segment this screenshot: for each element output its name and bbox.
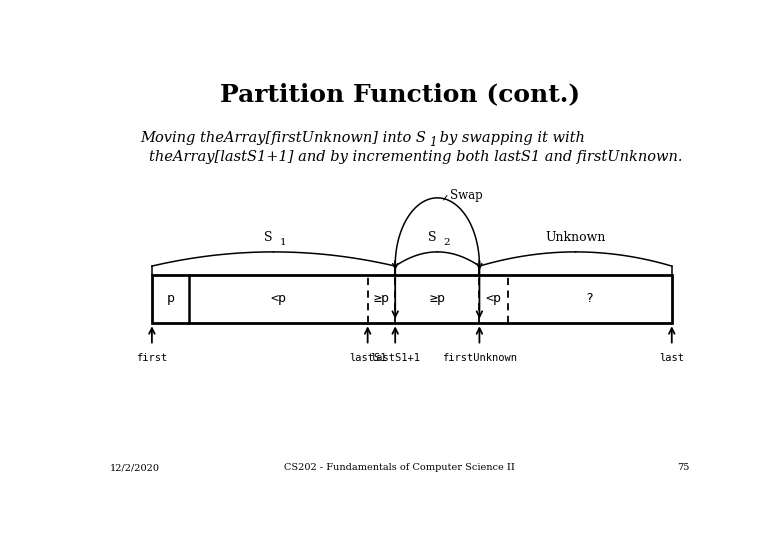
Text: first: first bbox=[136, 353, 168, 363]
Text: ?: ? bbox=[586, 292, 594, 305]
Text: lastS1: lastS1 bbox=[349, 353, 386, 363]
Text: Partition Function (cont.): Partition Function (cont.) bbox=[220, 82, 580, 106]
Text: Swap: Swap bbox=[450, 190, 483, 202]
Text: 12/2/2020: 12/2/2020 bbox=[109, 463, 160, 472]
Text: last: last bbox=[659, 353, 684, 363]
Text: ≥p: ≥p bbox=[429, 292, 445, 305]
Text: S: S bbox=[428, 232, 437, 245]
Text: firstUnknown: firstUnknown bbox=[442, 353, 517, 363]
Text: CS202 - Fundamentals of Computer Science II: CS202 - Fundamentals of Computer Science… bbox=[285, 463, 515, 472]
Text: <p: <p bbox=[271, 292, 286, 305]
Text: 1: 1 bbox=[429, 137, 436, 150]
Text: p: p bbox=[167, 292, 175, 305]
Text: by swapping it with: by swapping it with bbox=[434, 131, 585, 145]
Text: ≥p: ≥p bbox=[374, 292, 389, 305]
Text: Unknown: Unknown bbox=[545, 232, 606, 245]
Text: 2: 2 bbox=[443, 238, 450, 246]
Text: lastS1+1: lastS1+1 bbox=[370, 353, 420, 363]
Text: theArray[lastS1+1] and by incrementing both lastS1 and firstUnknown.: theArray[lastS1+1] and by incrementing b… bbox=[149, 150, 682, 164]
Text: S: S bbox=[264, 232, 273, 245]
Text: 75: 75 bbox=[678, 463, 690, 472]
Text: Moving theArray[firstUnknown] into S: Moving theArray[firstUnknown] into S bbox=[140, 131, 426, 145]
Text: <p: <p bbox=[486, 292, 502, 305]
Text: 1: 1 bbox=[279, 238, 286, 246]
Bar bbox=[152, 275, 672, 322]
